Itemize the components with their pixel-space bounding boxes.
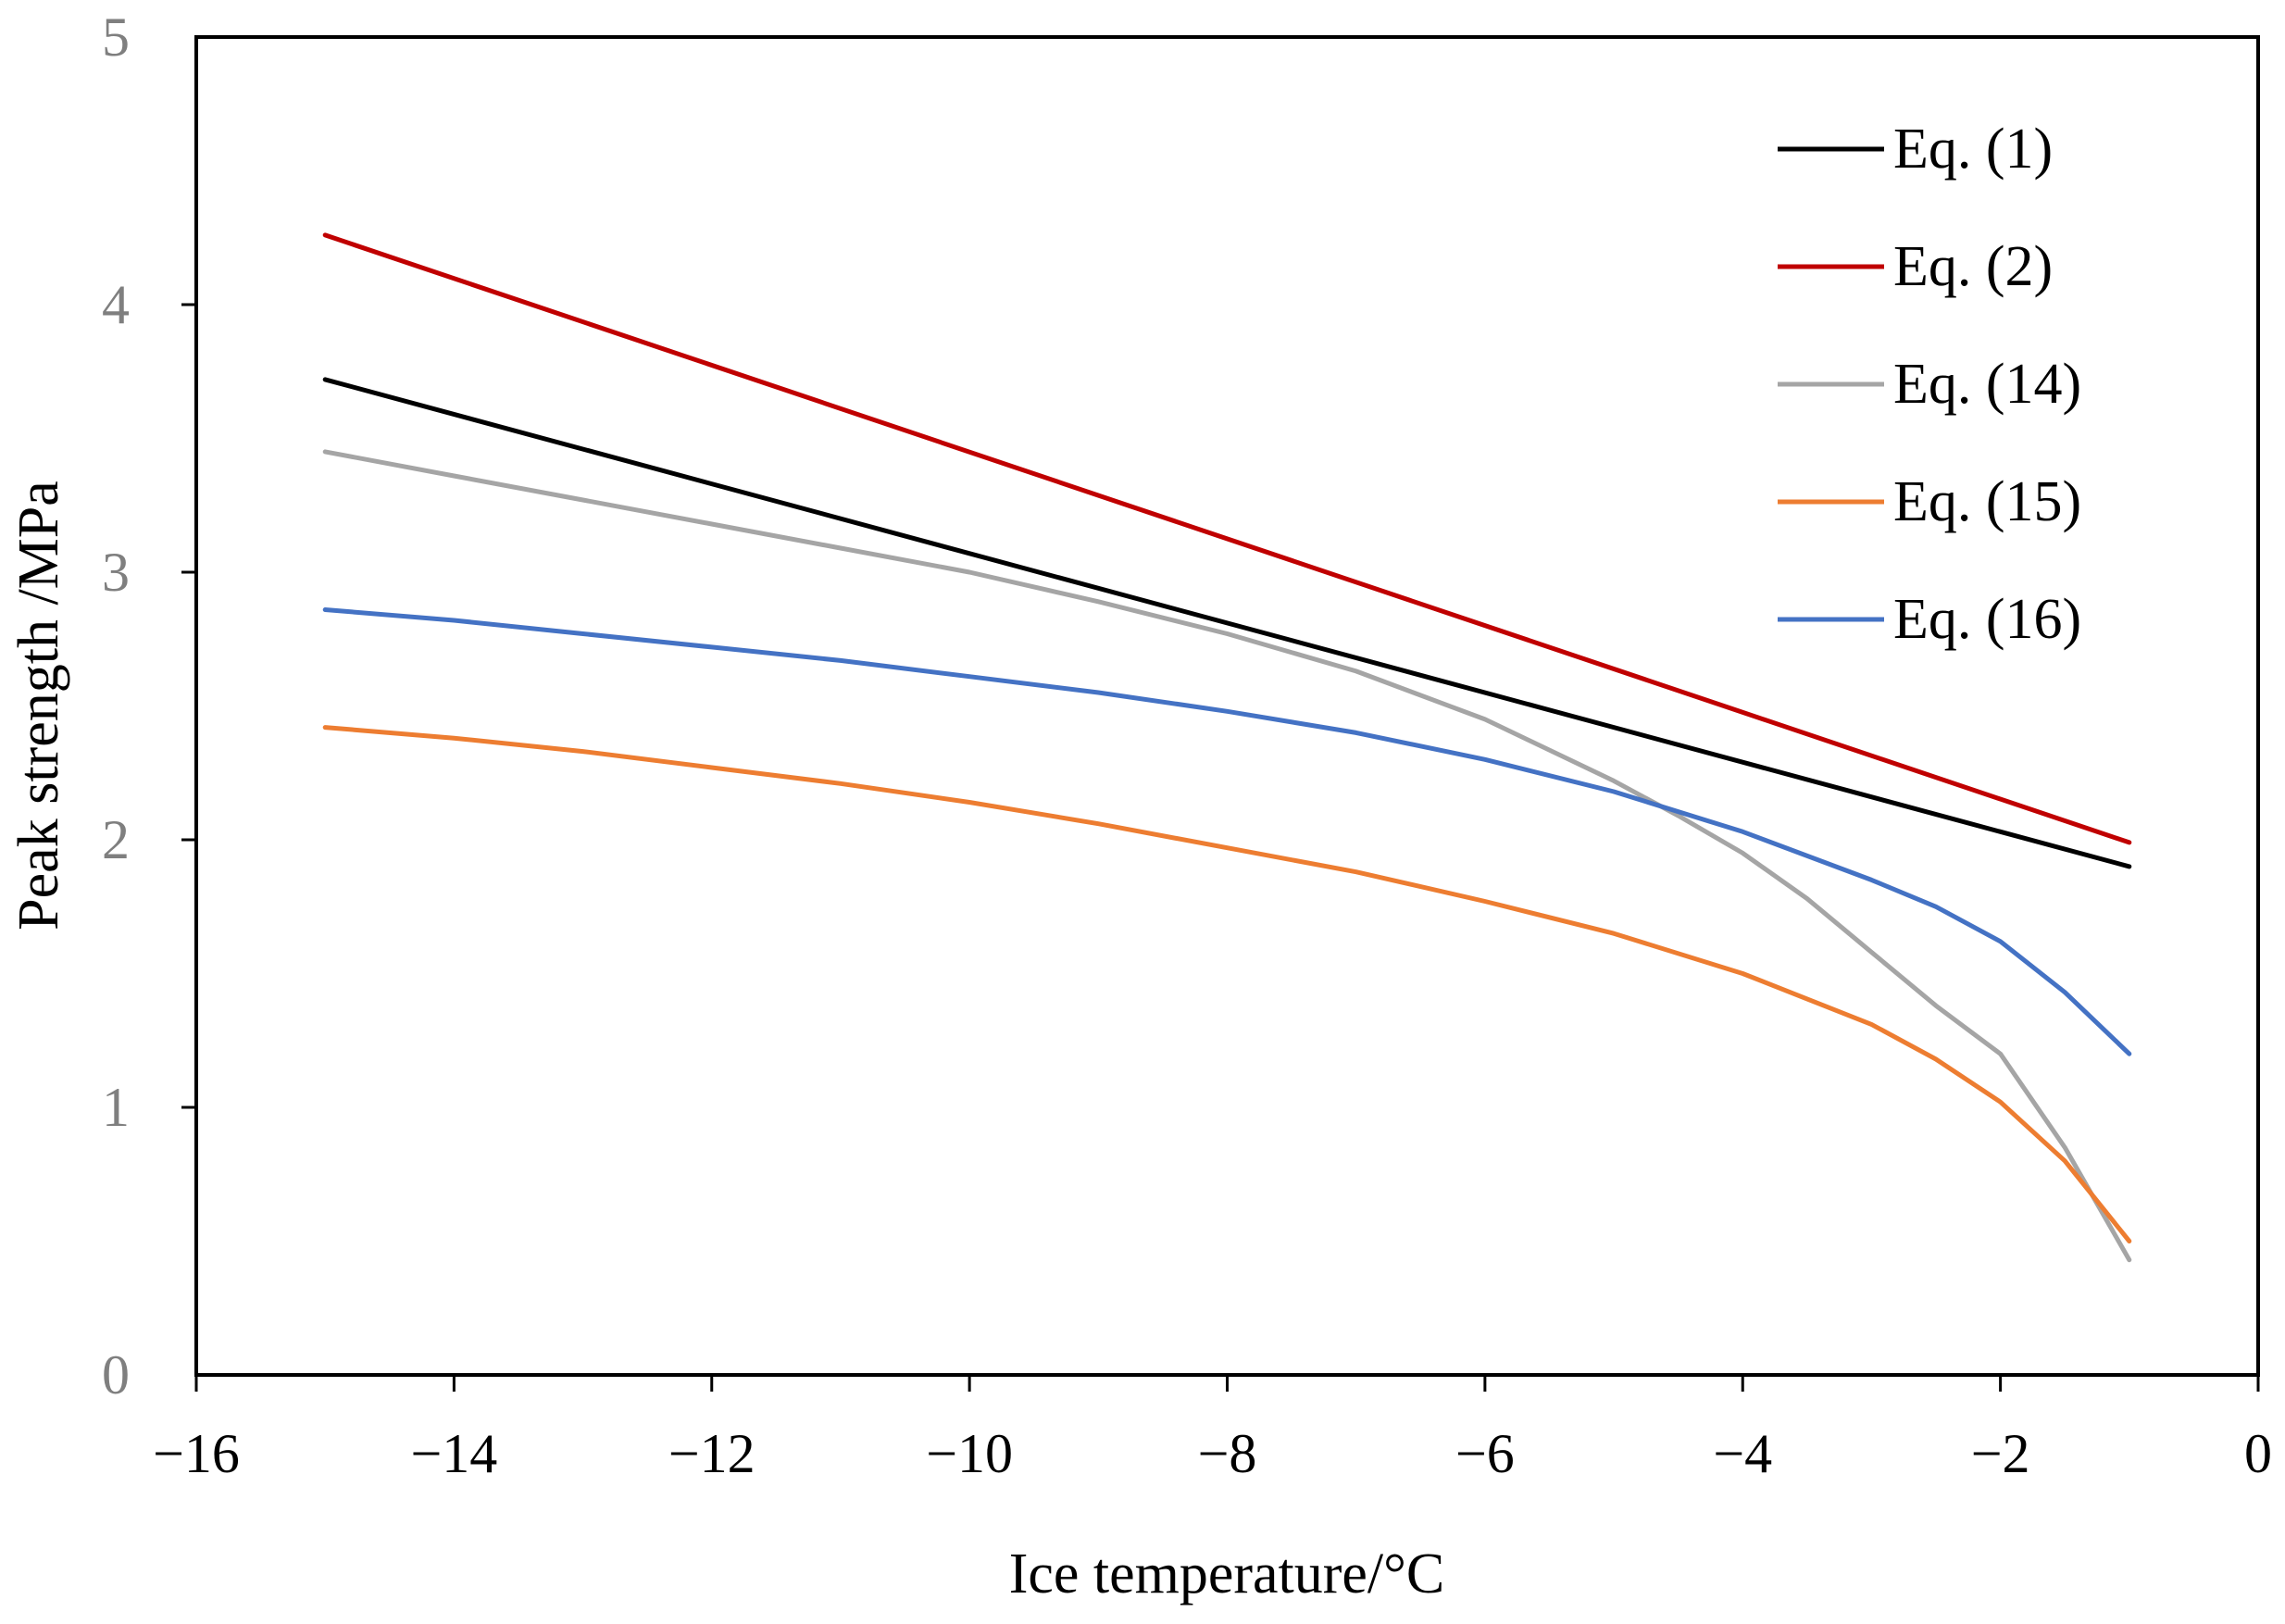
series-line-eq-14 [322, 449, 2132, 1263]
x-tick-label: −10 [926, 1423, 1013, 1484]
series-line-eq-1 [322, 377, 2132, 869]
y-tick-label: 3 [102, 542, 130, 603]
series-lines [322, 232, 2132, 1263]
series-line-eq-16 [322, 607, 2132, 1056]
y-tick-label: 4 [102, 274, 130, 335]
legend-label: Eq. (15) [1893, 470, 2081, 533]
legend-label: Eq. (2) [1893, 235, 2053, 298]
series-line-eq-2 [322, 232, 2132, 845]
y-tick-label: 0 [102, 1344, 130, 1405]
legend-label: Eq. (1) [1893, 118, 2053, 181]
x-tick-label: −2 [1971, 1423, 2030, 1484]
x-axis-title: Ice temperature/°C [1009, 1543, 1445, 1605]
y-tick-label: 2 [102, 809, 130, 870]
x-tick-label: 0 [2244, 1423, 2272, 1484]
y-axis-title: Peak strength /MPa [7, 481, 70, 931]
y-tick-label: 5 [102, 6, 130, 68]
series-line-eq-15 [322, 725, 2132, 1243]
x-tick-label: −6 [1455, 1423, 1515, 1484]
legend-label: Eq. (16) [1893, 588, 2081, 651]
x-tick-label: −12 [668, 1423, 755, 1484]
y-tick-label: 1 [102, 1077, 130, 1138]
x-tick-label: −8 [1198, 1423, 1257, 1484]
axis-ticks: −16 −14 −12 −10 −8 −6 −4 −2 0 0 1 2 3 4 5 [102, 6, 2272, 1484]
x-tick-label: −4 [1713, 1423, 1772, 1484]
x-tick-label: −16 [153, 1423, 240, 1484]
legend-label: Eq. (14) [1893, 353, 2081, 416]
legend: Eq. (1) Eq. (2) Eq. (14) Eq. (15) Eq. (16) [1778, 118, 2081, 651]
x-tick-label: −14 [410, 1423, 497, 1484]
